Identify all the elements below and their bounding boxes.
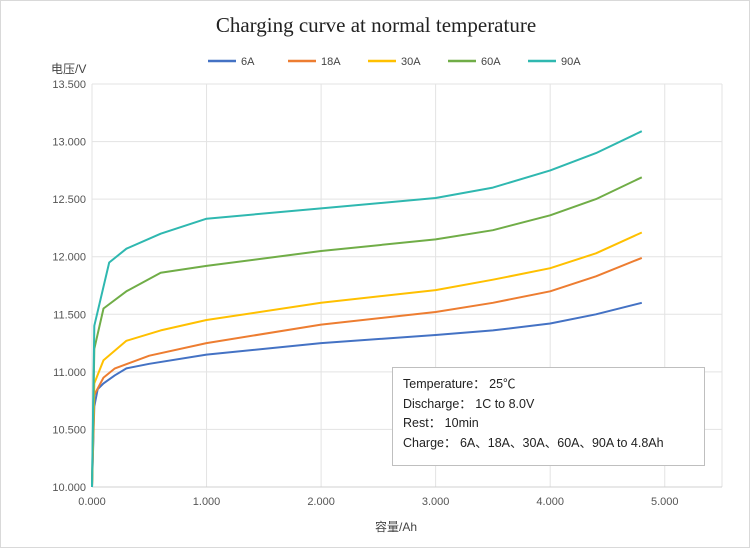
annotation-temperature: Temperature： 25℃: [403, 377, 516, 391]
y-tick-label: 11.000: [53, 367, 86, 379]
test-conditions-box: Temperature： 25℃ Discharge： 1C to 8.0V R…: [392, 367, 705, 466]
series-line-60A: [91, 176, 643, 488]
y-tick-label: 12.000: [52, 252, 86, 264]
legend-label-18A: 18A: [321, 56, 341, 68]
y-axis-label: 电压/V: [51, 62, 86, 76]
legend-label-60A: 60A: [481, 56, 501, 68]
annotation-rest: Rest： 10min: [403, 416, 479, 430]
legend-label-30A: 30A: [401, 56, 421, 68]
y-tick-label: 12.500: [52, 194, 86, 206]
y-tick-label: 13.500: [52, 79, 86, 91]
x-tick-label: 2.000: [307, 496, 335, 508]
x-axis-label: 容量/Ah: [375, 519, 417, 534]
annotation-charge: Charge： 6A、18A、30A、60A、90A to 4.8Ah: [403, 435, 664, 450]
annotation-discharge: Discharge： 1C to 8.0V: [403, 396, 535, 411]
series-line-30A: [91, 231, 643, 488]
series-line-18A: [91, 256, 643, 488]
x-tick-label: 1.000: [193, 496, 221, 508]
y-tick-label: 11.500: [53, 309, 86, 321]
series-line-90A: [91, 130, 643, 488]
x-tick-label: 4.000: [536, 496, 564, 508]
legend-label-90A: 90A: [561, 56, 581, 68]
y-tick-label: 13.000: [52, 137, 86, 149]
y-tick-label: 10.000: [52, 482, 86, 494]
x-tick-label: 5.000: [651, 496, 679, 508]
y-tick-label: 10.500: [52, 424, 86, 436]
x-tick-label: 3.000: [422, 496, 450, 508]
legend-label-6A: 6A: [241, 56, 255, 68]
x-tick-label: 0.000: [78, 496, 106, 508]
chart-title: Charging curve at normal temperature: [215, 13, 537, 37]
